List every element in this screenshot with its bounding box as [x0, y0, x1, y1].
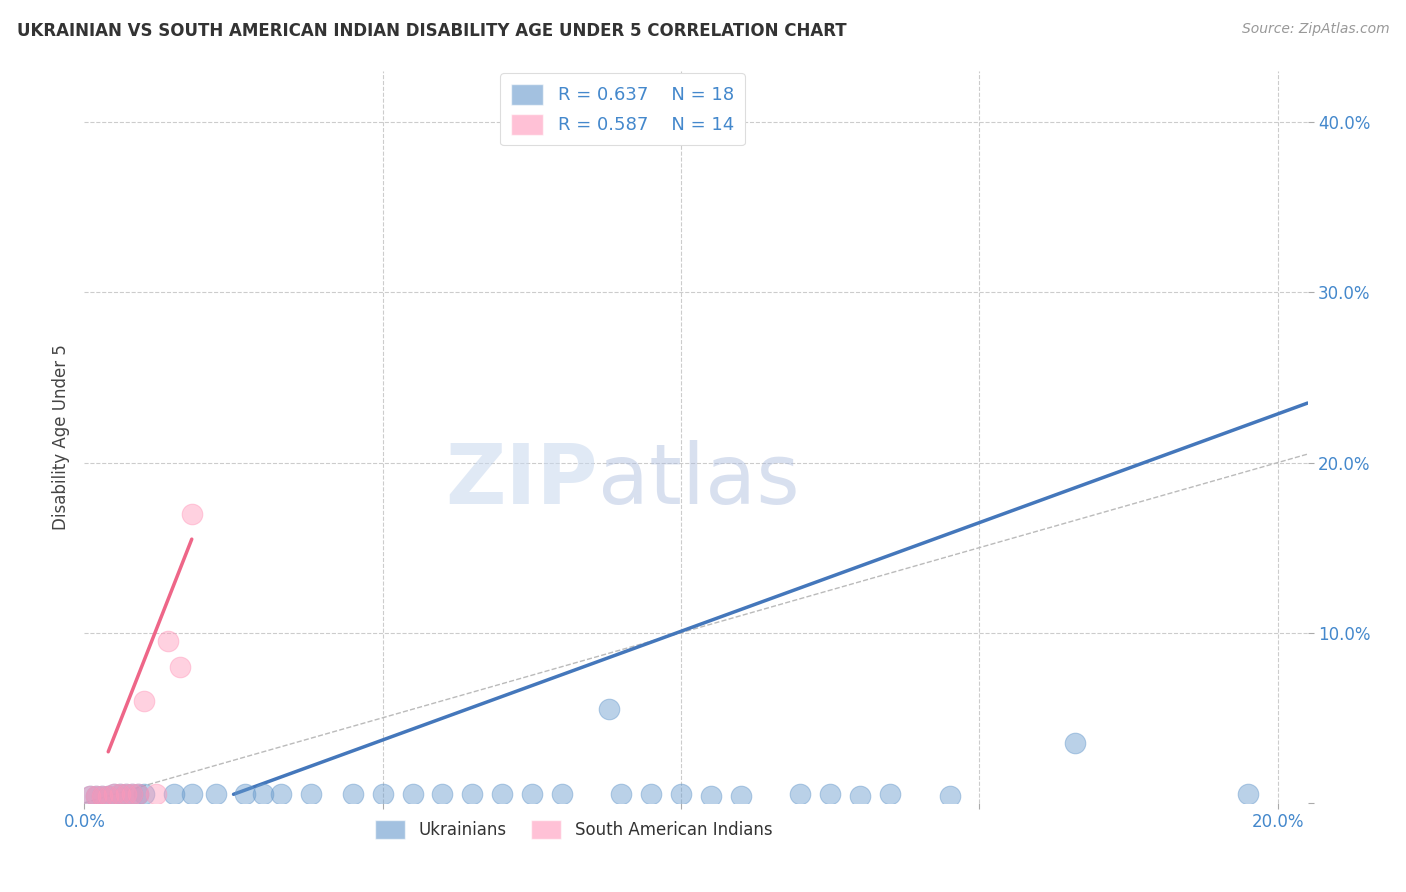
Point: [121, 787, 143, 801]
Point: [461, 787, 484, 801]
Point: [270, 787, 292, 801]
Point: [108, 787, 131, 801]
Point: [121, 787, 143, 801]
Point: [938, 789, 960, 803]
Point: [79, 789, 101, 803]
Point: [789, 787, 811, 801]
Point: [818, 787, 841, 801]
Legend: Ukrainians, South American Indians: Ukrainians, South American Indians: [368, 814, 779, 846]
Point: [103, 787, 125, 801]
Text: Source: ZipAtlas.com: Source: ZipAtlas.com: [1241, 22, 1389, 37]
Point: [91, 789, 114, 803]
Point: [401, 787, 423, 801]
Point: [491, 787, 513, 801]
Point: [204, 787, 226, 801]
Point: [730, 789, 752, 803]
Point: [84, 789, 107, 803]
Text: atlas: atlas: [598, 441, 800, 522]
Point: [91, 789, 114, 803]
Point: [163, 787, 186, 801]
Point: [700, 789, 723, 803]
Text: UKRAINIAN VS SOUTH AMERICAN INDIAN DISABILITY AGE UNDER 5 CORRELATION CHART: UKRAINIAN VS SOUTH AMERICAN INDIAN DISAB…: [17, 22, 846, 40]
Point: [103, 787, 125, 801]
Point: [849, 789, 872, 803]
Point: [79, 789, 101, 803]
Point: [235, 787, 257, 801]
Point: [180, 507, 202, 521]
Point: [1063, 736, 1085, 750]
Point: [610, 787, 633, 801]
Point: [879, 787, 901, 801]
Point: [115, 787, 138, 801]
Point: [156, 634, 179, 648]
Point: [598, 702, 620, 716]
Point: [252, 787, 274, 801]
Point: [97, 789, 120, 803]
Point: [127, 787, 149, 801]
Point: [145, 787, 167, 801]
Point: [108, 787, 131, 801]
Point: [132, 787, 155, 801]
Point: [551, 787, 574, 801]
Point: [432, 787, 454, 801]
Point: [169, 659, 191, 673]
Y-axis label: Disability Age Under 5: Disability Age Under 5: [52, 344, 70, 530]
Point: [127, 787, 149, 801]
Point: [1237, 787, 1260, 801]
Point: [640, 787, 662, 801]
Text: ZIP: ZIP: [446, 441, 598, 522]
Point: [371, 787, 394, 801]
Point: [132, 694, 155, 708]
Point: [669, 787, 692, 801]
Point: [342, 787, 364, 801]
Point: [115, 787, 138, 801]
Point: [97, 789, 120, 803]
Point: [180, 787, 202, 801]
Point: [520, 787, 543, 801]
Point: [299, 787, 322, 801]
Point: [84, 789, 107, 803]
